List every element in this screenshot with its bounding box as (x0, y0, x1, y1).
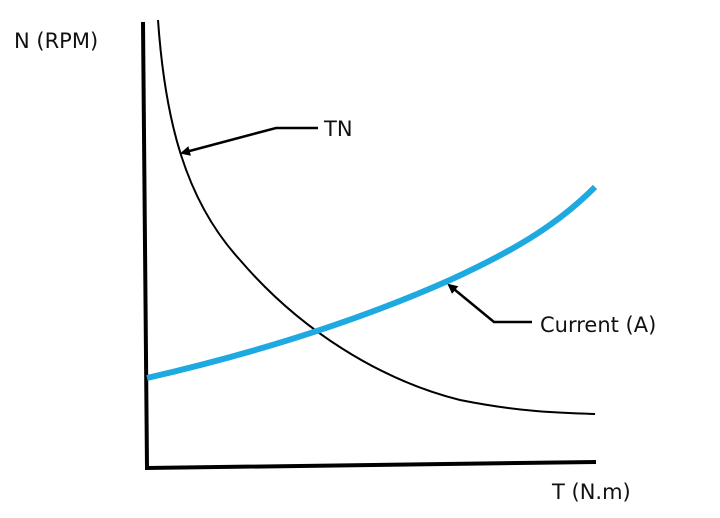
tn-curve (157, 19, 596, 415)
tn-leader (180, 126, 318, 156)
y-axis-label: N (RPM) (14, 29, 98, 53)
axes (141, 21, 597, 471)
curve-label: Current (A) (540, 313, 656, 337)
curve-label: TN (323, 117, 353, 141)
x-axis-label: T (N.m) (551, 480, 631, 504)
current-leader (447, 283, 532, 324)
current-curve (146, 184, 598, 381)
